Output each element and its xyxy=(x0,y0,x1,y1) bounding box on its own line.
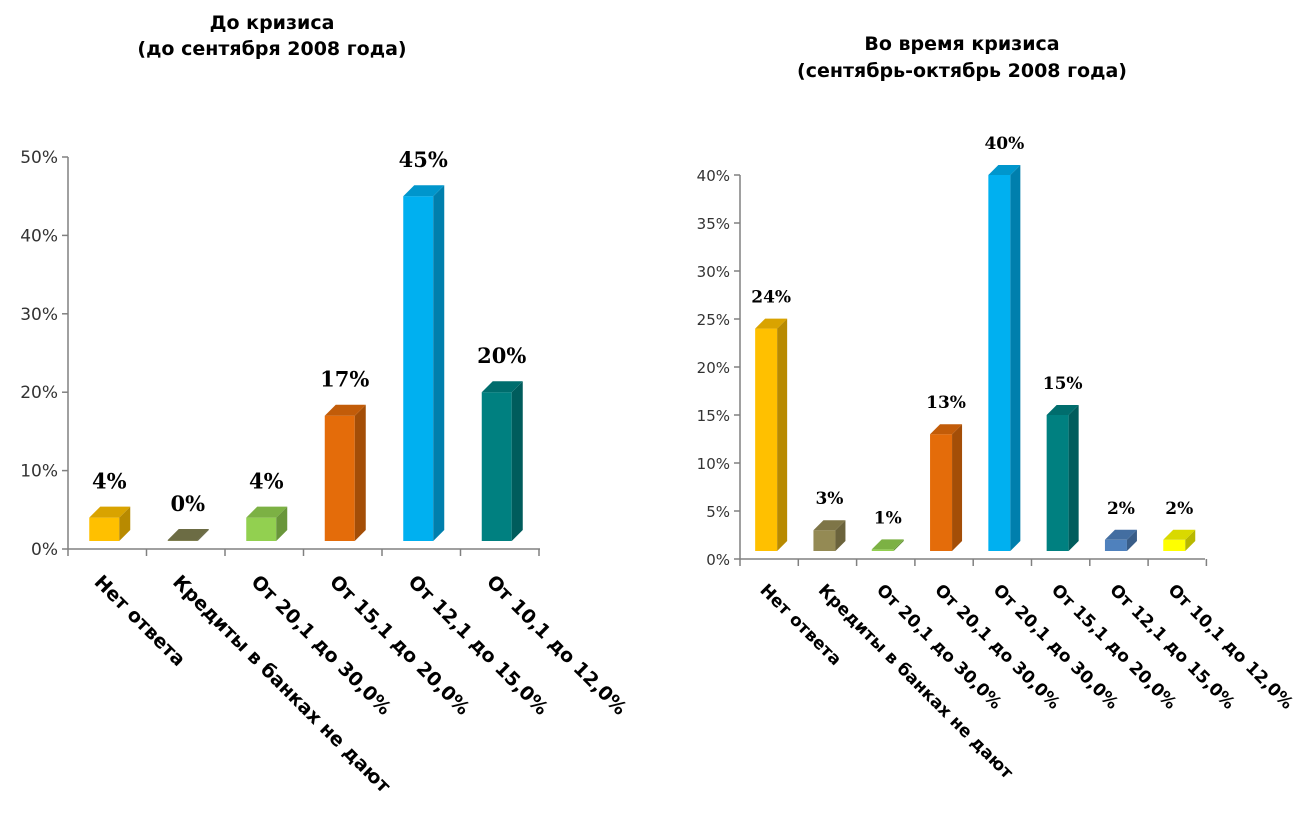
bar-side xyxy=(1068,405,1079,551)
y-tick-label: 0% xyxy=(31,540,58,560)
category-label: От 12,1 до 15,0% xyxy=(404,571,553,720)
bar-top xyxy=(1104,529,1137,540)
bar-side xyxy=(893,539,904,551)
category-label: От 10,1 до 12,0% xyxy=(482,571,631,720)
data-label: 40% xyxy=(984,134,1024,154)
category-label: От 15,1 до 20,0% xyxy=(325,571,474,720)
bar-top xyxy=(755,318,788,329)
bar-front xyxy=(481,392,512,541)
bar xyxy=(871,539,904,551)
bar xyxy=(1046,405,1079,551)
bar-side xyxy=(119,506,131,541)
bar-top xyxy=(246,506,288,518)
data-label: 45% xyxy=(399,147,448,172)
bar-front xyxy=(1046,415,1069,551)
bar-side xyxy=(952,424,963,551)
bar-front xyxy=(89,517,120,541)
data-label: 13% xyxy=(926,393,966,413)
y-tick-label: 20% xyxy=(697,359,730,377)
bar-front xyxy=(988,175,1011,551)
y-tick-label: 40% xyxy=(20,226,58,246)
bar-side xyxy=(354,404,366,541)
y-tick-label: 10% xyxy=(697,455,730,473)
bar xyxy=(324,404,366,541)
data-label: 4% xyxy=(249,469,284,494)
chart-title: До кризиса xyxy=(210,12,335,34)
bar-front xyxy=(246,517,277,541)
bar-top xyxy=(813,520,846,531)
bar-side xyxy=(511,381,523,541)
bar-front xyxy=(813,530,836,551)
y-tick-label: 50% xyxy=(20,148,58,168)
bar xyxy=(988,165,1021,551)
bar xyxy=(755,318,788,551)
bar-top xyxy=(871,539,904,550)
data-label: 4% xyxy=(92,469,127,494)
bar-top xyxy=(403,185,445,197)
bar xyxy=(403,185,445,541)
y-tick-label: 40% xyxy=(697,167,730,185)
category-label: От 20,1 до 30,0% xyxy=(247,571,396,720)
bar-side xyxy=(1126,529,1137,551)
y-tick-label: 20% xyxy=(20,383,58,403)
bar-front xyxy=(930,434,953,551)
bar-front xyxy=(167,540,198,541)
y-tick-label: 25% xyxy=(697,311,730,329)
bar xyxy=(167,529,209,541)
bar-front xyxy=(403,196,434,541)
chart-before-crisis: До кризиса (до сентября 2008 года) 0% 10% 20… xyxy=(20,12,631,797)
bar-side xyxy=(835,520,846,551)
bar-side xyxy=(276,506,288,541)
bar-side xyxy=(197,529,209,541)
bar xyxy=(89,506,131,541)
bar-side xyxy=(1010,165,1021,551)
y-tick-label: 30% xyxy=(20,305,58,325)
y-tick-label: 15% xyxy=(697,407,730,425)
bar xyxy=(246,506,288,541)
bar-front xyxy=(1104,539,1127,551)
data-label: 20% xyxy=(477,343,526,368)
y-tick-label: 0% xyxy=(706,551,730,569)
y-tick-label: 10% xyxy=(20,462,58,482)
bar-top xyxy=(324,404,366,416)
data-label: 24% xyxy=(751,288,791,308)
bar-top xyxy=(988,165,1021,175)
data-label: 3% xyxy=(815,489,843,509)
data-label: 15% xyxy=(1043,374,1083,394)
data-label: 2% xyxy=(1165,499,1193,519)
bar-top xyxy=(89,506,131,518)
data-label: 17% xyxy=(320,367,369,392)
bar xyxy=(813,520,846,551)
chart-during-crisis: Во время кризиса (сентябрь-октябрь 2008 г… xyxy=(697,33,1297,783)
bar xyxy=(1163,529,1196,551)
y-tick-label: 35% xyxy=(697,215,730,233)
bar-top xyxy=(1046,405,1079,415)
bar-side xyxy=(777,318,788,551)
bar-front xyxy=(324,415,355,541)
bar xyxy=(1104,529,1137,551)
bar-front xyxy=(1163,539,1186,551)
data-label: 0% xyxy=(170,491,205,516)
bar-top xyxy=(481,381,523,393)
bar-side xyxy=(433,185,445,541)
bar-front xyxy=(755,328,778,551)
data-label: 2% xyxy=(1107,499,1135,519)
y-tick-label: 30% xyxy=(697,263,730,281)
chart-subtitle: (до сентября 2008 года) xyxy=(137,38,406,60)
y-tick-label: 5% xyxy=(706,503,730,521)
data-label: 1% xyxy=(874,508,902,528)
bar-top xyxy=(1163,529,1196,540)
bar xyxy=(930,424,963,551)
bar xyxy=(481,381,523,541)
bar-front xyxy=(871,549,894,551)
bar-top xyxy=(930,424,963,435)
bar-top xyxy=(167,529,209,540)
bar-side xyxy=(1185,529,1196,551)
chart-title: Во время кризиса xyxy=(864,33,1059,55)
chart-subtitle: (сентябрь-октябрь 2008 года) xyxy=(797,60,1127,82)
